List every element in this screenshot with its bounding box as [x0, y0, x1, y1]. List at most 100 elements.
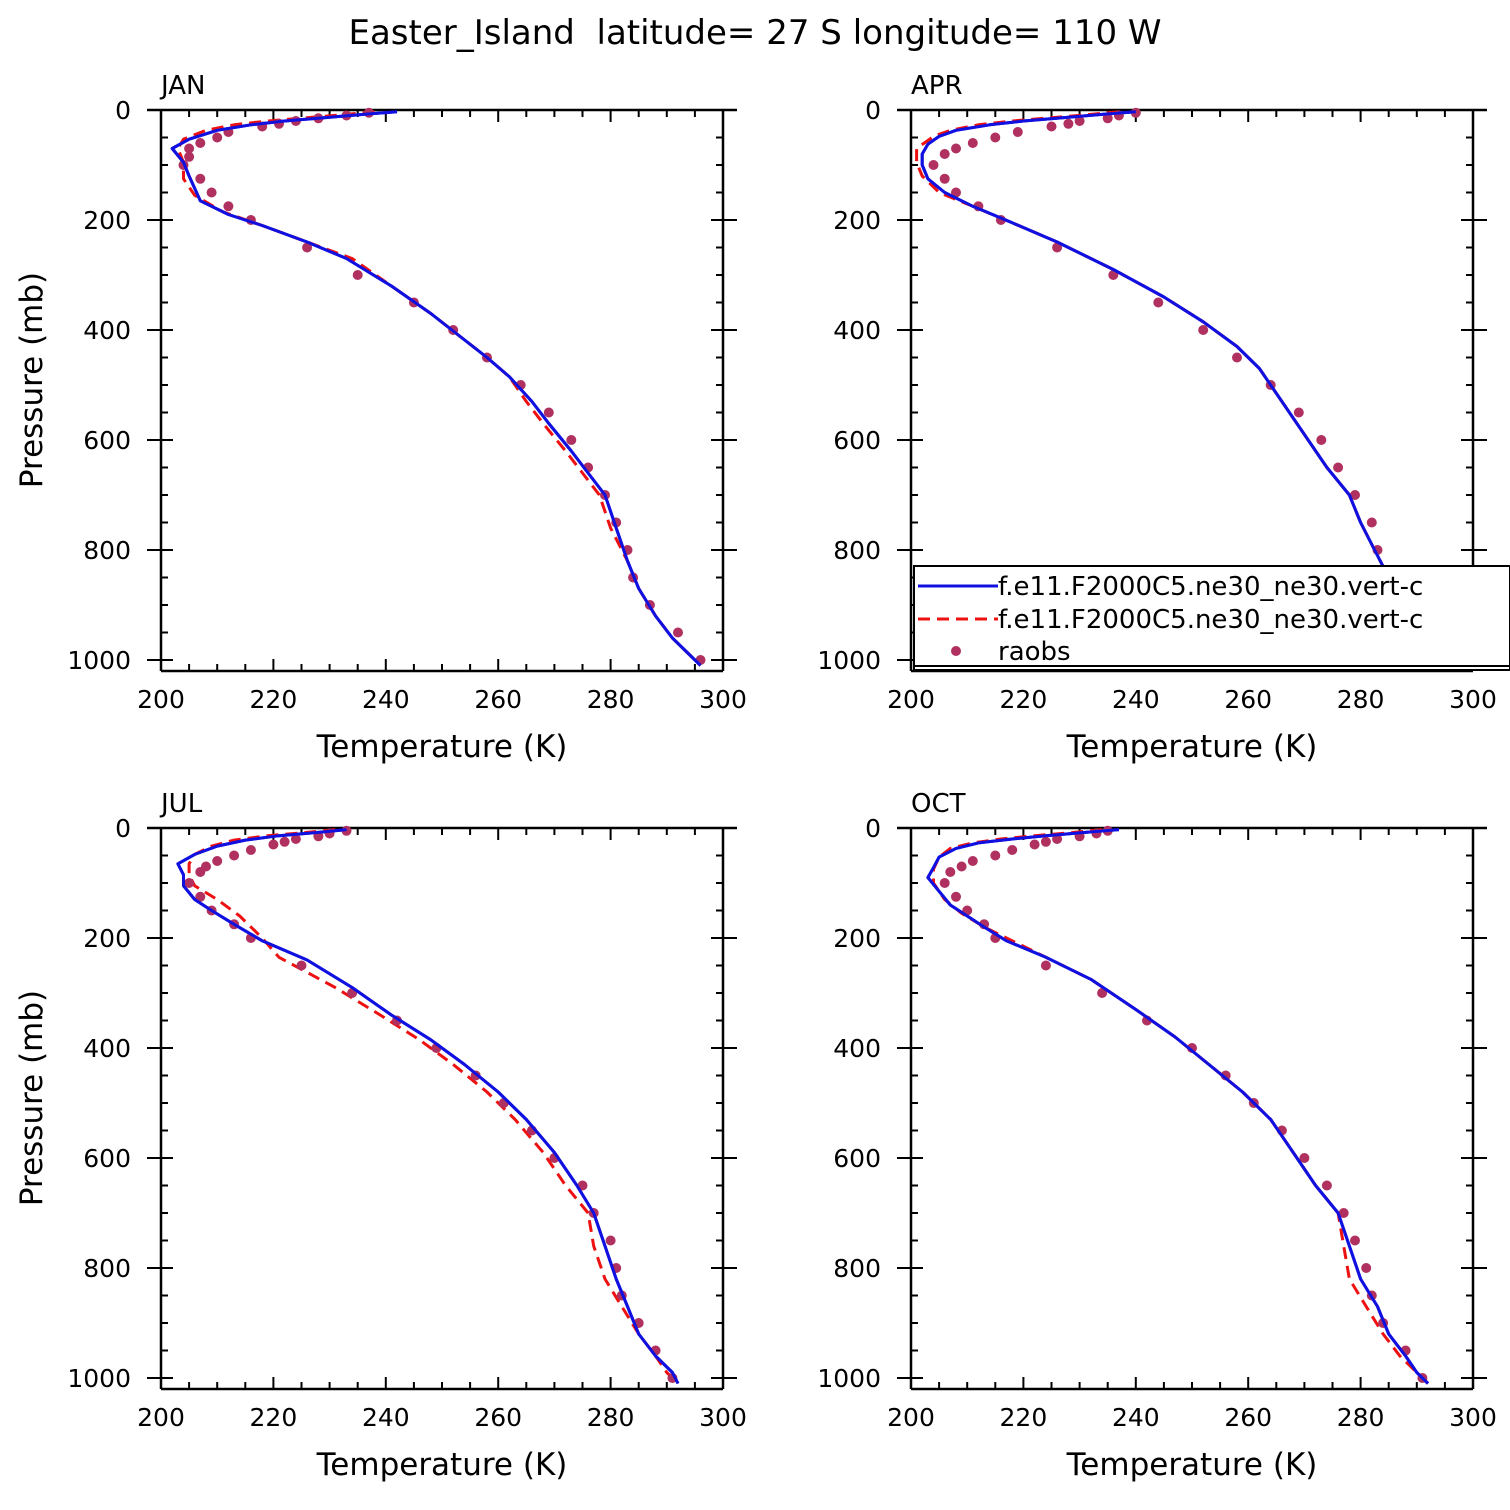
raobs-point: [951, 187, 961, 198]
y-tick-label: 200: [83, 206, 131, 235]
x-tick-label: 260: [1224, 685, 1272, 714]
y-tick-label: 1000: [817, 646, 881, 675]
y-tick-label: 600: [83, 1144, 131, 1173]
panel-title: JUL: [159, 789, 203, 819]
raobs-point: [290, 834, 301, 844]
raobs-point: [928, 160, 939, 170]
x-tick-label: 220: [250, 685, 298, 714]
y-axis-title: Pressure (mb): [14, 990, 50, 1206]
x-tick-label: 220: [1000, 1403, 1048, 1432]
x-tick-label: 200: [887, 685, 935, 714]
raobs-point: [939, 878, 950, 888]
x-tick-label: 260: [474, 685, 522, 714]
legend-marker-swatch: [951, 646, 961, 656]
raobs-point: [1040, 960, 1051, 971]
model-solid-line-overlay: [176, 828, 680, 1385]
x-tick-label: 300: [699, 1403, 747, 1432]
y-tick-label: 0: [865, 814, 881, 843]
y-tick-label: 600: [83, 426, 131, 455]
y-tick-label: 1000: [67, 1364, 131, 1393]
model-solid-line: [170, 110, 702, 667]
y-tick-label: 800: [83, 1254, 131, 1283]
raobs-point: [605, 1235, 616, 1246]
raobs-point: [543, 407, 554, 418]
raobs-point: [967, 138, 978, 148]
raobs-point: [939, 149, 950, 159]
raobs-point: [1361, 1263, 1372, 1273]
raobs-point: [1350, 1235, 1360, 1246]
x-tick-label: 240: [1112, 1403, 1160, 1432]
y-tick-label: 400: [833, 316, 881, 345]
raobs-point: [1052, 834, 1063, 844]
panel-title: JAN: [159, 71, 205, 101]
x-axis-title: Temperature (K): [316, 729, 568, 765]
y-axis-title: Pressure (mb): [14, 272, 50, 488]
raobs-point: [1333, 462, 1344, 473]
x-tick-label: 200: [137, 685, 185, 714]
x-tick-label: 240: [1112, 685, 1160, 714]
x-tick-label: 300: [1449, 685, 1497, 714]
panel-title: APR: [911, 71, 963, 101]
raobs-point: [673, 627, 683, 638]
model-dashed-line: [187, 828, 680, 1385]
raobs-point: [195, 173, 206, 184]
x-tick-label: 280: [1337, 685, 1385, 714]
raobs-point: [184, 151, 195, 162]
raobs-point: [296, 960, 307, 971]
raobs-point: [195, 891, 206, 902]
raobs-point: [951, 891, 961, 902]
model-solid-line-overlay: [170, 110, 702, 667]
panel-jul: JUL 200 220 240 260 280 300 0 200 400 600 800 1000 Te…: [14, 789, 747, 1483]
x-tick-label: 300: [699, 685, 747, 714]
panels: JAN 200 220 240 260 280 300 0 200 400 600 800 1000 Te…: [14, 71, 1510, 1483]
raobs-point: [245, 845, 256, 855]
raobs-point: [302, 242, 313, 253]
model-dashed-line: [176, 110, 702, 667]
model-dashed-line: [932, 828, 1430, 1385]
raobs-point: [566, 435, 577, 445]
x-tick-label: 240: [362, 1403, 410, 1432]
y-tick-label: 600: [833, 1144, 881, 1173]
raobs-point: [268, 839, 279, 850]
y-tick-label: 1000: [67, 646, 131, 675]
panel-oct: OCT 200 220 240 260 280 300 0 200 400 600 800 1000 Te…: [817, 789, 1496, 1483]
model-solid-line-overlay: [920, 110, 1447, 667]
raobs-point: [184, 143, 195, 154]
legend-label: f.e11.F2000C5.ne30_ne30.vert-c: [998, 605, 1423, 635]
x-tick-label: 300: [1449, 1403, 1497, 1432]
model-solid-line: [176, 828, 680, 1385]
x-axis-title: Temperature (K): [1066, 729, 1318, 765]
x-axis-title: Temperature (K): [1066, 1447, 1318, 1483]
raobs-point: [1350, 490, 1360, 500]
y-tick-label: 0: [865, 96, 881, 125]
y-tick-label: 800: [833, 1254, 881, 1283]
plot-area: [926, 825, 1430, 1385]
model-solid-line-overlay: [926, 828, 1430, 1385]
x-tick-label: 280: [587, 685, 635, 714]
panel-jan: JAN 200 220 240 260 280 300 0 200 400 600 800 1000 Te…: [14, 71, 747, 765]
raobs-point: [1321, 1180, 1332, 1191]
raobs-point: [990, 850, 1001, 861]
raobs-point: [1232, 352, 1242, 363]
x-tick-label: 280: [1337, 1403, 1385, 1432]
legend-label: f.e11.F2000C5.ne30_ne30.vert-c: [998, 572, 1423, 602]
y-tick-label: 400: [83, 316, 131, 345]
plot-area: [176, 825, 680, 1385]
raobs-point: [279, 836, 290, 847]
y-tick-label: 200: [833, 206, 881, 235]
raobs-point: [1299, 1153, 1310, 1163]
y-tick-label: 0: [115, 814, 131, 843]
raobs-point: [1040, 836, 1051, 847]
raobs-point: [967, 856, 978, 866]
figure-title: Easter_Island latitude= 27 S longitude= …: [348, 13, 1161, 53]
x-tick-label: 260: [1224, 1403, 1272, 1432]
y-tick-label: 800: [83, 536, 131, 565]
x-tick-label: 240: [362, 685, 410, 714]
raobs-point: [1366, 517, 1377, 528]
raobs-point: [945, 867, 956, 877]
raobs-point: [206, 187, 217, 198]
plot-area: [170, 107, 706, 667]
raobs-point: [1097, 988, 1108, 998]
raobs-point: [939, 173, 950, 184]
